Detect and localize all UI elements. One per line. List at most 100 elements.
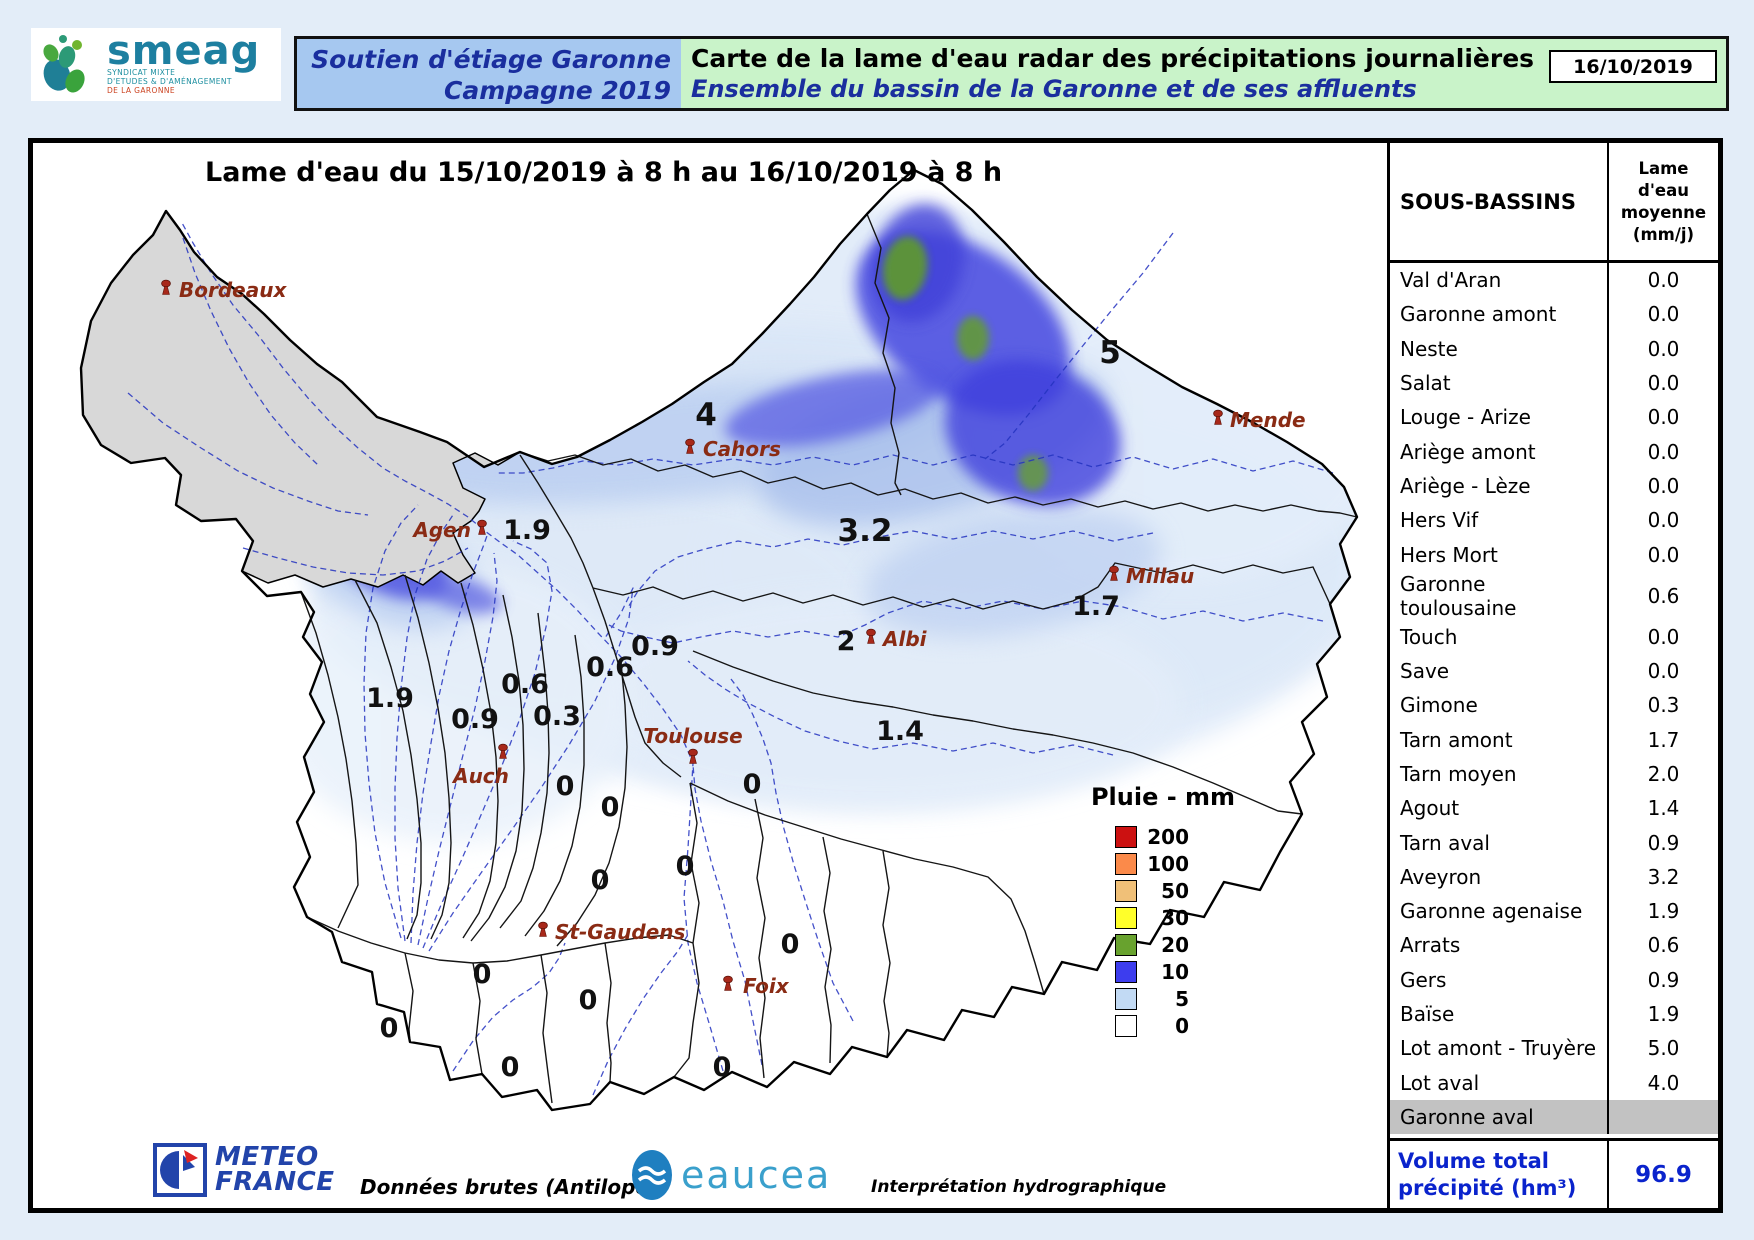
heading-line1: Carte de la lame d'eau radar des précipi… [691,44,1535,73]
meteo-line2: FRANCE [215,1167,335,1197]
legend-swatch [1115,1014,1137,1037]
city-auch: Auch [451,743,509,788]
table-row: Gers 0.9 [1390,962,1718,997]
legend-label: 20 [1161,932,1189,957]
basin-value: 3.2 [838,513,893,549]
table-row: Touch 0.0 [1390,619,1718,654]
basin-value: 0.9 [451,704,499,735]
legend-item: 0 [1073,1012,1253,1039]
legend-swatch [1115,933,1137,956]
basin-value: 0.6 [501,669,549,700]
city-label: Agen [411,518,471,542]
city-label: Bordeaux [179,278,287,302]
legend-label: 50 [1161,878,1189,903]
credit-hydro: Interprétation hydrographique [871,1177,1167,1197]
legend-item: 10 [1073,958,1253,985]
meteo-france-icon [153,1143,207,1197]
eaucea-brand: eaucea [681,1153,832,1197]
city-albi: Albi [866,627,928,651]
table-row: Arrats 0.6 [1390,928,1718,963]
table-row: Tarn aval 0.9 [1390,825,1718,860]
program-box: Soutien d'étiage Garonne Campagne 2019 [297,39,681,108]
legend-label: 5 [1175,986,1189,1011]
smeag-subtitle-3: DE LA GARONNE [107,86,175,95]
city-label: Auch [451,764,509,788]
city-cahors: Cahors [685,437,781,461]
table-row: Hers Vif 0.0 [1390,503,1718,538]
map-heading-box: Carte de la lame d'eau radar des précipi… [681,39,1726,108]
city-label: Toulouse [643,724,742,748]
basin-value: 0 [676,851,695,882]
legend-title: Pluie - mm [1090,783,1236,811]
legend: Pluie - mm 200 100 50 30 20 10 5 0 [1073,783,1253,1039]
smeag-leaves-icon [37,31,103,99]
basin-value: 0 [380,1013,399,1044]
legend-swatch [1115,825,1137,848]
map-panel: Lame d'eau du 15/10/2019 à 8 h au 16/10/… [33,143,1387,1208]
legend-label: 0 [1175,1013,1189,1038]
table-body: Val d'Aran 0.0 Garonne amont 0.0 Neste 0.0 … [1390,263,1718,1135]
smeag-subtitle-1: SYNDICAT MIXTE [107,68,176,77]
city-label: Albi [881,627,928,651]
smeag-logo: smeag SYNDICAT MIXTE D'ETUDES & D'AMÉNAG… [31,28,281,101]
basin-value: 4 [695,397,717,433]
city-label: St-Gaudens [555,920,686,944]
table-row: Salat 0.0 [1390,365,1718,401]
table-row: Baïse 1.9 [1390,996,1718,1032]
legend-swatch [1115,987,1137,1010]
eaucea-logo: eaucea [631,1149,831,1201]
basin-value: 0.3 [533,701,581,732]
table-row: Ariège - Lèze 0.0 [1390,468,1718,504]
basin-value: 0.6 [586,652,634,683]
table-row: Garonne agenaise 1.9 [1390,894,1718,929]
basin-value: 0 [556,771,575,802]
table-row: Ariège amont 0.0 [1390,434,1718,469]
basin-value: 1.9 [366,683,414,714]
legend-swatch [1115,906,1137,929]
date-box: 16/10/2019 [1549,50,1717,83]
legend-item: 100 [1073,850,1253,877]
legend-label: 200 [1147,824,1189,849]
table-row: Save 0.0 [1390,653,1718,689]
main-frame: Lame d'eau du 15/10/2019 à 8 h au 16/10/… [28,138,1723,1213]
table-row: Gimone 0.3 [1390,688,1718,723]
subbasins-table: SOUS-BASSINS Lame d'eau moyenne (mm/j) V… [1387,143,1718,1208]
legend-swatch [1115,879,1137,902]
legend-item: 30 [1073,904,1253,931]
city-label: Mende [1230,408,1306,432]
basin-value: 0.9 [631,631,679,662]
table-row: Tarn moyen 2.0 [1390,756,1718,792]
basin-value: 0 [781,929,800,960]
table-row: Tarn amont 1.7 [1390,722,1718,757]
program-line2: Campagne 2019 [444,76,671,105]
eaucea-icon [632,1150,672,1200]
basin-value: 0 [743,769,762,800]
map-pin-icon [538,921,548,937]
meteo-france-logo: METEO FRANCE [153,1143,335,1197]
legend-item: 200 [1073,823,1253,850]
volume-total-label: Volume total précipité (hm³) [1390,1141,1609,1208]
city-label: Millau [1126,564,1194,588]
table-row: Louge - Arize 0.0 [1390,400,1718,435]
legend-swatch [1115,960,1137,983]
table-row: Hers Mort 0.0 [1390,537,1718,572]
smeag-brand: smeag [107,28,261,74]
map-pin-icon [723,975,733,991]
col-header-subbasins: SOUS-BASSINS [1390,143,1609,260]
heading-line2: Ensemble du bassin de la Garonne et de s… [691,75,1417,103]
city-label: Foix [743,974,790,998]
program-line1: Soutien d'étiage Garonne [311,45,671,74]
table-row: Garonne amont 0.0 [1390,297,1718,332]
legend-label: 30 [1161,905,1189,930]
meteo-line1: METEO [215,1142,319,1172]
basin-value: 2 [837,626,856,657]
header-title-box: Soutien d'étiage Garonne Campagne 2019 C… [294,36,1729,111]
table-row: Aveyron 3.2 [1390,859,1718,895]
basin-value: 0 [473,959,492,990]
map-svg: Bordeaux Agen Cahors Mende Millau Albi T… [79,168,1359,1112]
city-foix: Foix [723,974,790,998]
legend-swatch [1115,852,1137,875]
volume-total-value: 96.9 [1635,1161,1692,1188]
basin-value: 5 [1099,335,1121,371]
